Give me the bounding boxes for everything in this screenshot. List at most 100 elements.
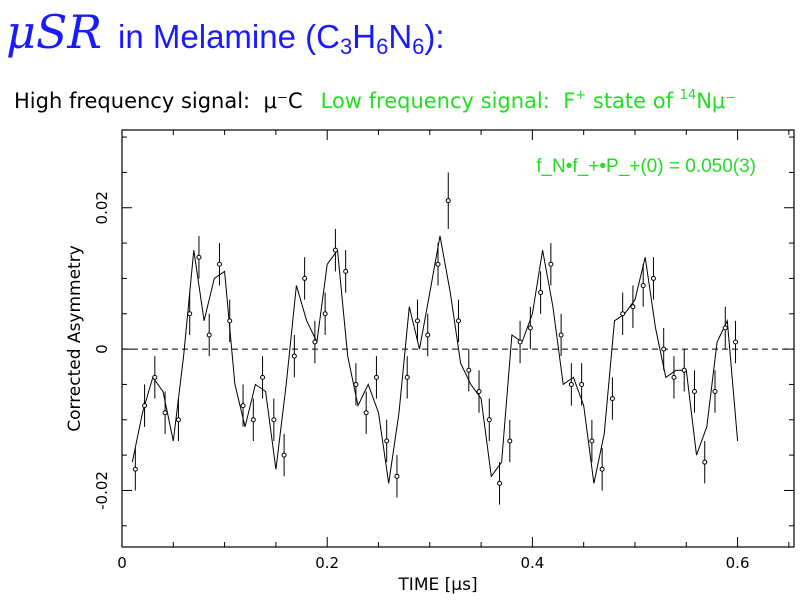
data-point: [227, 299, 233, 343]
point-marker: [414, 318, 420, 324]
point-marker: [733, 339, 739, 345]
data-point: [250, 398, 256, 441]
point-marker: [206, 332, 212, 338]
point-marker: [332, 247, 338, 253]
point-marker: [363, 410, 369, 416]
data-point: [568, 363, 574, 406]
data-point: [558, 313, 564, 357]
point-marker: [599, 466, 605, 472]
point-marker: [702, 459, 708, 465]
data-point: [599, 448, 605, 491]
data-point: [291, 334, 297, 378]
point-marker: [538, 290, 544, 296]
point-marker: [589, 438, 595, 444]
data-point: [527, 306, 533, 350]
title-suffix: ):: [424, 18, 445, 55]
x-axis-label: TIME [μs]: [397, 575, 477, 595]
high-signal-value: μ⁻C: [263, 89, 303, 113]
data-point: [517, 320, 523, 364]
point-marker: [343, 268, 349, 274]
point-marker: [312, 339, 318, 345]
title-formula-h-sub: 6: [376, 34, 389, 59]
title-formula-c-sub: 3: [339, 34, 353, 59]
data-point: [538, 271, 544, 314]
point-marker: [291, 353, 297, 359]
data-point: [216, 243, 222, 286]
point-marker: [548, 261, 554, 267]
point-marker: [497, 480, 503, 486]
point-marker: [620, 311, 626, 317]
data-point: [630, 285, 636, 328]
point-marker: [476, 389, 482, 395]
data-point: [384, 419, 390, 463]
y-tick-label: -0.02: [93, 471, 111, 510]
point-marker: [661, 346, 667, 352]
data-point: [353, 363, 359, 406]
y-tick-label: 0: [93, 344, 111, 354]
data-point: [733, 320, 739, 364]
point-marker: [404, 374, 410, 380]
point-marker: [609, 396, 615, 402]
low-signal-label: Low frequency signal:: [320, 89, 550, 113]
data-point: [175, 398, 181, 441]
data-point: [312, 320, 318, 364]
point-marker: [456, 318, 462, 324]
x-tick-label: 0.2: [315, 554, 339, 572]
data-point: [609, 377, 615, 420]
point-marker: [152, 374, 158, 380]
plot-frame: [121, 129, 795, 548]
title-formula-h: H: [352, 18, 377, 55]
data-point: [671, 356, 677, 399]
point-marker: [558, 332, 564, 338]
x-tick-labels: 0 0.2 0.4 0.6: [117, 554, 749, 572]
point-marker: [445, 198, 451, 204]
point-marker: [227, 318, 233, 324]
point-marker: [507, 438, 513, 444]
point-marker: [373, 374, 379, 380]
low-state-prefix: F: [563, 89, 576, 113]
data-point: [497, 462, 503, 505]
data-point: [281, 433, 287, 477]
point-marker: [302, 275, 308, 281]
high-frequency-signal: High frequency signal: μ⁻C: [14, 89, 303, 113]
data-point: [206, 313, 212, 357]
point-marker: [281, 452, 287, 458]
data-point: [414, 299, 420, 343]
data-point: [196, 236, 202, 279]
data-point: [681, 349, 687, 392]
point-marker: [671, 374, 677, 380]
point-marker: [353, 381, 359, 387]
x-tick-label: 0.4: [520, 554, 544, 572]
point-marker: [250, 417, 256, 423]
data-point: [548, 243, 554, 286]
fit-curve: [131, 235, 739, 484]
point-marker: [681, 367, 687, 373]
point-marker: [216, 261, 222, 267]
point-marker: [712, 389, 718, 395]
data-point: [466, 349, 472, 392]
data-point: [702, 440, 708, 484]
point-marker: [322, 311, 328, 317]
data-point: [425, 313, 431, 357]
data-point: [404, 356, 410, 399]
data-point: [373, 356, 379, 399]
data-point: [343, 250, 349, 293]
page-title: μSR in Melamine (C3H6N6):: [6, 4, 445, 60]
title-text: in Melamine (C3H6N6):: [118, 18, 445, 60]
fit-annotation: f_N•f_+•P_+(0) = 0.050(3): [536, 156, 756, 177]
point-marker: [394, 473, 400, 479]
point-marker: [640, 282, 646, 288]
data-point: [650, 257, 656, 300]
point-marker: [486, 417, 492, 423]
data-point: [152, 356, 158, 399]
data-point: [661, 327, 667, 371]
data-point: [302, 257, 308, 300]
point-marker: [527, 325, 533, 331]
data-point: [476, 370, 482, 413]
x-tick-label: 0.6: [726, 554, 750, 572]
low-state-mid: state of: [586, 89, 680, 113]
data-points: [132, 172, 739, 505]
point-marker: [260, 374, 266, 380]
data-point: [435, 243, 441, 286]
